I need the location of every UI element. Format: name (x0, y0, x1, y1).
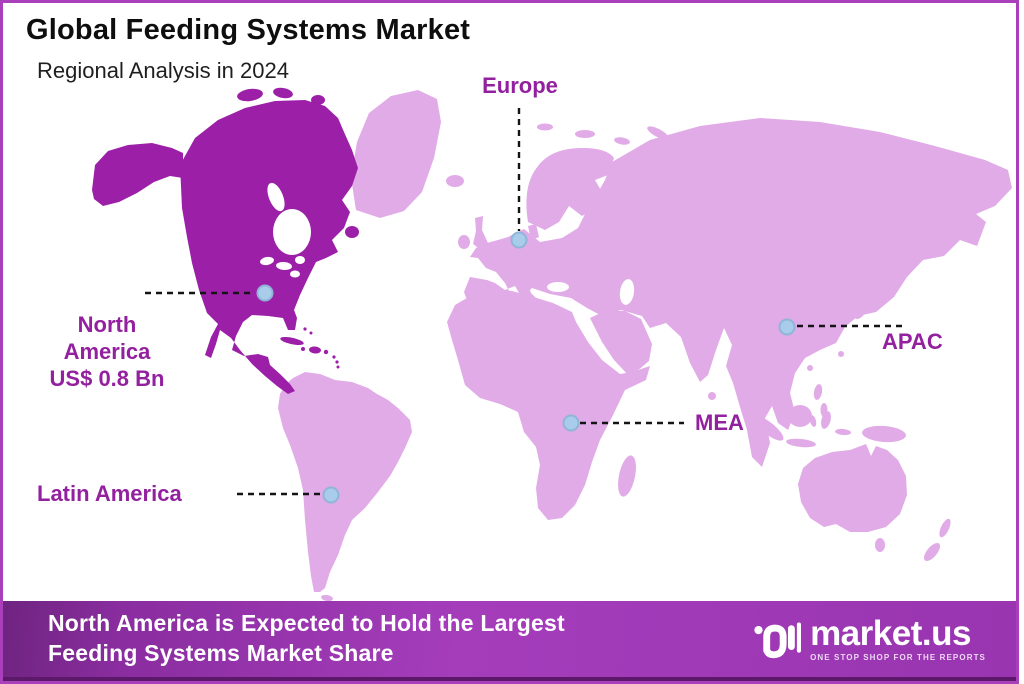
arctic-islet (537, 123, 553, 131)
continents-light (278, 90, 1012, 602)
island-lesser-sunda (835, 428, 851, 436)
caspian-sea (619, 279, 635, 305)
island-philippines (813, 384, 823, 400)
marker-europe (510, 231, 528, 249)
arctic-island (273, 87, 293, 99)
landmass-africa (447, 289, 650, 520)
island-baffin (309, 134, 347, 182)
landmass-australia (798, 444, 907, 532)
landmass-greenland (351, 90, 441, 218)
island-tasmania (875, 538, 885, 552)
island-new-guinea (862, 425, 906, 443)
island-hainan (807, 365, 813, 371)
region-label-latin-america: Latin America (37, 481, 182, 506)
island-jamaica (301, 347, 305, 351)
island-new-zealand (939, 518, 951, 538)
region-value-north-america: US$ 0.8 Bn (49, 366, 165, 391)
island-japan (876, 275, 888, 293)
logo-words: market.us ONE STOP SHOP FOR THE REPORTS (810, 613, 986, 662)
great-lake (295, 256, 305, 264)
hudson-strait (267, 182, 285, 212)
island-sri-lanka (708, 392, 716, 400)
landmass-alaska (92, 143, 183, 206)
marker-apac (778, 318, 796, 336)
island-hispaniola (309, 346, 321, 354)
island-borneo (788, 405, 812, 427)
island-newfoundland (345, 226, 359, 238)
island-java (786, 438, 816, 448)
island-bahamas (303, 327, 307, 331)
island-ireland (458, 235, 470, 249)
banner-line-2: Feeding Systems Market Share (48, 640, 394, 666)
great-lake (276, 261, 292, 271)
arctic-island (291, 106, 309, 120)
region-label-mea: MEA (695, 410, 744, 435)
banner-line-1: North America is Expected to Hold the La… (48, 610, 565, 636)
hudson-bay (273, 209, 311, 255)
island-new-zealand (923, 542, 941, 562)
island-bahamas (309, 331, 313, 335)
great-lake (260, 256, 274, 266)
marker-mea (562, 414, 580, 432)
landmass-uk (473, 216, 488, 250)
inland-water (260, 182, 635, 305)
page-title: Global Feeding Systems Market (26, 14, 471, 46)
page-subtitle: Regional Analysis in 2024 (37, 58, 289, 83)
island-puerto-rico (323, 349, 329, 355)
landmass-arabia (590, 311, 652, 377)
island-japan (854, 307, 866, 319)
footer-banner: North America is Expected to Hold the La… (3, 601, 1016, 677)
region-name-north-america: North America (63, 312, 151, 364)
region-label-north-america: North America US$ 0.8 Bn (32, 311, 182, 392)
marketus-logo: market.us ONE STOP SHOP FOR THE REPORTS (753, 612, 986, 666)
arctic-islet (614, 137, 630, 145)
island-tierra-del-fuego (321, 594, 333, 602)
island-japan (866, 291, 878, 309)
island-madagascar (618, 455, 636, 497)
region-label-europe: Europe (482, 73, 558, 98)
marker-north-america (256, 284, 274, 302)
island-antilles (332, 355, 336, 359)
region-label-apac: APAC (882, 329, 943, 354)
island-cuba (280, 336, 304, 346)
island-sumatra (752, 415, 784, 441)
island-antilles (336, 365, 340, 369)
landmass-eurasia (464, 118, 1012, 467)
marketus-logo-icon (754, 622, 802, 659)
region-north-america-highlight (92, 87, 359, 394)
marker-latin-america (322, 486, 340, 504)
island-sulawesi (821, 411, 831, 429)
landmass-south-america (278, 372, 412, 592)
island-taiwan (838, 351, 844, 357)
landmass-iceland (446, 175, 464, 187)
region-markers (256, 231, 796, 504)
black-sea (547, 282, 569, 292)
arctic-island (237, 88, 263, 102)
logo-tagline: ONE STOP SHOP FOR THE REPORTS (810, 652, 986, 662)
great-lake (290, 270, 300, 278)
leader-lines (145, 108, 906, 496)
arctic-island (251, 109, 273, 121)
banner-headline: North America is Expected to Hold the La… (48, 608, 565, 668)
arctic-islet (575, 130, 595, 138)
arctic-island (311, 95, 325, 105)
logo-name: market.us (810, 613, 971, 653)
island-antilles (335, 360, 339, 364)
